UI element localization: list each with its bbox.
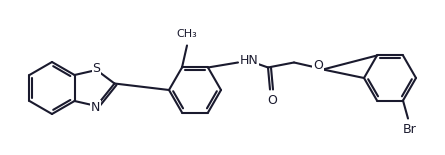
Text: S: S xyxy=(93,62,101,75)
Text: CH₃: CH₃ xyxy=(177,29,198,40)
Text: N: N xyxy=(91,100,100,113)
Text: O: O xyxy=(267,95,277,107)
Text: HN: HN xyxy=(240,54,259,67)
Text: Br: Br xyxy=(403,122,417,135)
Text: O: O xyxy=(313,59,323,72)
